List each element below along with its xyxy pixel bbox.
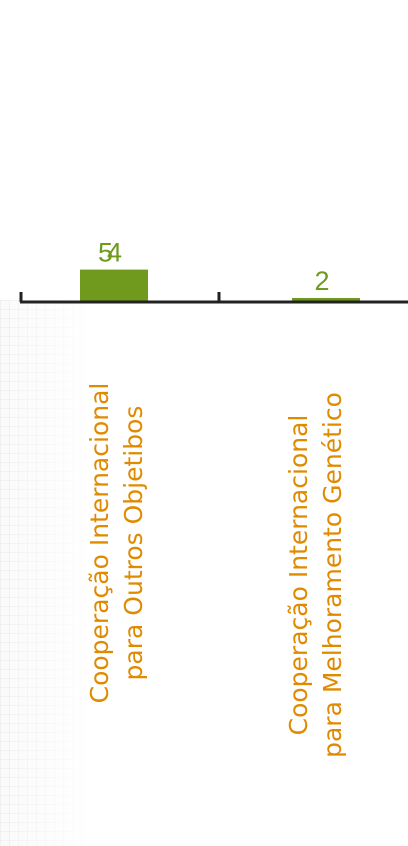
value-labels-group: 54 2 <box>98 238 330 296</box>
category-label-1-line-1: Cooperação Internacional <box>284 414 314 736</box>
value-label-1: 2 <box>314 266 329 296</box>
category-label-1: Cooperação Internacional para Melhoramen… <box>276 345 356 805</box>
background-grid-pattern <box>0 300 95 846</box>
category-label-1-line-2: para Melhoramento Genético <box>318 392 347 758</box>
bars-group <box>80 269 360 302</box>
bar-1 <box>292 298 360 302</box>
bar-0 <box>80 269 148 302</box>
category-label-0-line-1: Cooperação Internacional <box>85 382 115 704</box>
value-label-0: 54 <box>98 238 122 268</box>
x-axis-ticks <box>19 292 221 302</box>
category-label-0: Cooperação Internacional para Outros Obj… <box>77 313 157 773</box>
category-label-0-line-2: para Outros Objetibos <box>119 405 148 681</box>
